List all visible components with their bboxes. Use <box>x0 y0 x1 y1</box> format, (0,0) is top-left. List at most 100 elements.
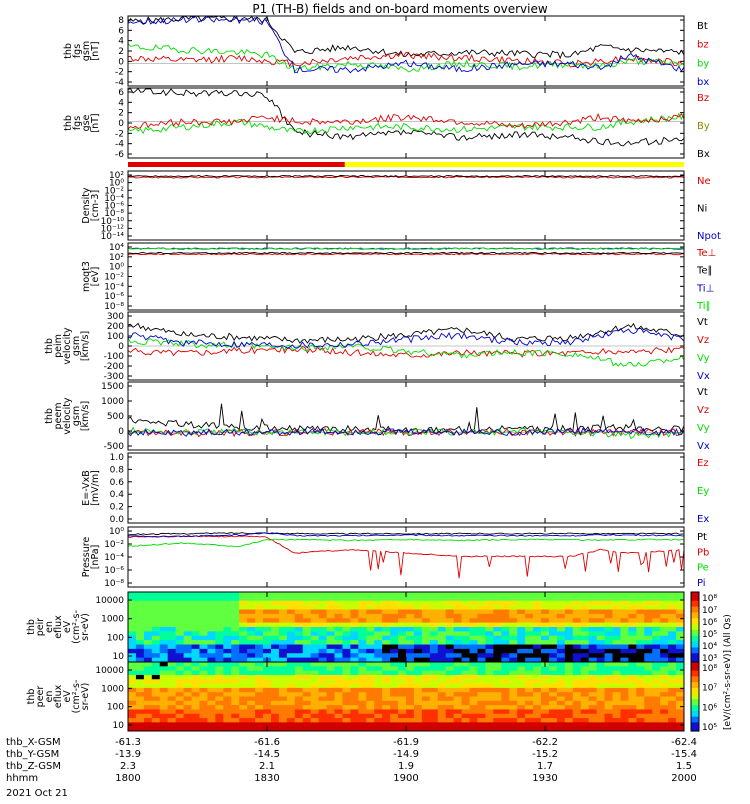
heatmap-cell <box>231 635 240 641</box>
heatmap-cell <box>167 627 177 632</box>
heatmap-cell <box>485 609 494 615</box>
heatmap-cell <box>342 679 351 685</box>
heatmap-cell <box>270 679 280 685</box>
heatmap-cell <box>247 709 256 715</box>
heatmap-cell <box>596 674 606 680</box>
y-tick-label: -300 <box>104 372 125 382</box>
heatmap-cell <box>429 613 439 619</box>
heatmap-cell <box>612 613 622 619</box>
heatmap-cell <box>398 631 407 637</box>
legend-npot: Npot <box>697 231 721 242</box>
heatmap-cell <box>548 683 558 689</box>
heatmap-cell <box>374 644 383 650</box>
heatmap-cell <box>159 657 169 662</box>
heatmap-cell <box>191 705 201 711</box>
heatmap-cell <box>278 722 288 728</box>
heatmap-cell <box>183 657 193 662</box>
heatmap-cell <box>413 600 423 606</box>
heatmap-cell <box>350 713 359 719</box>
heatmap-cell <box>263 700 272 706</box>
footer-value: -15.4 <box>671 749 697 760</box>
heatmap-cell <box>278 674 288 680</box>
heatmap-cell <box>318 657 328 662</box>
heatmap-cell <box>493 718 502 723</box>
heatmap-cell <box>159 653 169 659</box>
heatmap-cell <box>604 596 614 602</box>
heatmap-cell <box>652 613 661 619</box>
heatmap-cell <box>135 635 145 641</box>
heatmap-cell <box>485 683 494 689</box>
heatmap-cell <box>151 631 161 637</box>
y-tick-label: 0.8 <box>110 465 125 475</box>
heatmap-cell <box>294 657 304 662</box>
heatmap-cell <box>493 687 502 693</box>
heatmap-cell <box>564 709 574 715</box>
heatmap-cell <box>509 705 518 711</box>
heatmap-cell <box>334 696 344 702</box>
heatmap-cell <box>310 662 320 667</box>
heatmap-cell <box>350 683 359 689</box>
heatmap-cell <box>151 692 161 698</box>
heatmap-cell <box>517 648 526 654</box>
heatmap-cell <box>286 613 296 619</box>
heatmap-cell <box>334 592 344 597</box>
heatmap-cell <box>342 726 351 731</box>
heatmap-cell <box>453 631 463 637</box>
y-tick-label: 10⁻¹⁰ <box>101 217 125 227</box>
heatmap-cell <box>159 640 169 646</box>
heatmap-cell <box>374 600 383 606</box>
heatmap-cell <box>541 640 550 646</box>
heatmap-cell <box>469 613 479 619</box>
heatmap-cell <box>612 622 622 628</box>
heatmap-cell <box>469 653 479 659</box>
heatmap-cell <box>429 679 439 685</box>
heatmap-cell <box>167 613 177 619</box>
heatmap-cell <box>231 726 240 731</box>
heatmap-cell <box>644 640 653 646</box>
heatmap-cell <box>453 683 463 689</box>
heatmap-cell <box>382 596 391 602</box>
heatmap-cell <box>143 692 153 698</box>
heatmap-cell <box>310 609 320 615</box>
heatmap-cell <box>477 696 487 702</box>
heatmap-cell <box>183 683 193 689</box>
heatmap-cell <box>175 666 185 672</box>
heatmap-cell <box>572 644 582 650</box>
heatmap-cell <box>644 605 653 611</box>
plot-area <box>128 16 684 74</box>
heatmap-cell <box>421 687 431 693</box>
heatmap-cell <box>151 640 161 646</box>
heatmap-cell <box>445 609 455 615</box>
heatmap-cell <box>191 605 201 611</box>
heatmap-cell <box>469 592 479 597</box>
heatmap-cell <box>493 692 502 698</box>
y-axis-label: [mV/m] <box>90 470 101 506</box>
heatmap-cell <box>255 705 264 711</box>
heatmap-cell <box>541 613 550 619</box>
heatmap-cell <box>421 600 431 606</box>
series-line-bx <box>128 88 684 147</box>
heatmap-cell <box>413 618 423 624</box>
heatmap-cell <box>310 722 320 728</box>
heatmap-cell <box>342 631 351 637</box>
heatmap-cell <box>517 666 526 672</box>
heatmap-cell <box>342 709 351 715</box>
heatmap-cell <box>302 648 312 654</box>
y-axis-label: Pressure <box>81 537 92 578</box>
heatmap-cell <box>390 631 399 637</box>
heatmap-cell <box>525 600 534 606</box>
heatmap-cell <box>628 705 637 711</box>
heatmap-cell <box>263 631 272 637</box>
heatmap-cell <box>199 592 209 597</box>
heatmap-cell <box>263 722 272 728</box>
y-axis-label: (cm²-s- <box>71 610 82 644</box>
heatmap-cell <box>429 700 439 706</box>
heatmap-cell <box>263 622 272 628</box>
heatmap-cell <box>445 674 455 680</box>
heatmap-cell <box>151 613 161 619</box>
heatmap-cell <box>604 670 614 676</box>
heatmap-cell <box>310 648 320 654</box>
heatmap-cell <box>469 600 479 606</box>
heatmap-cell <box>175 709 185 715</box>
heatmap-cell <box>167 666 177 672</box>
